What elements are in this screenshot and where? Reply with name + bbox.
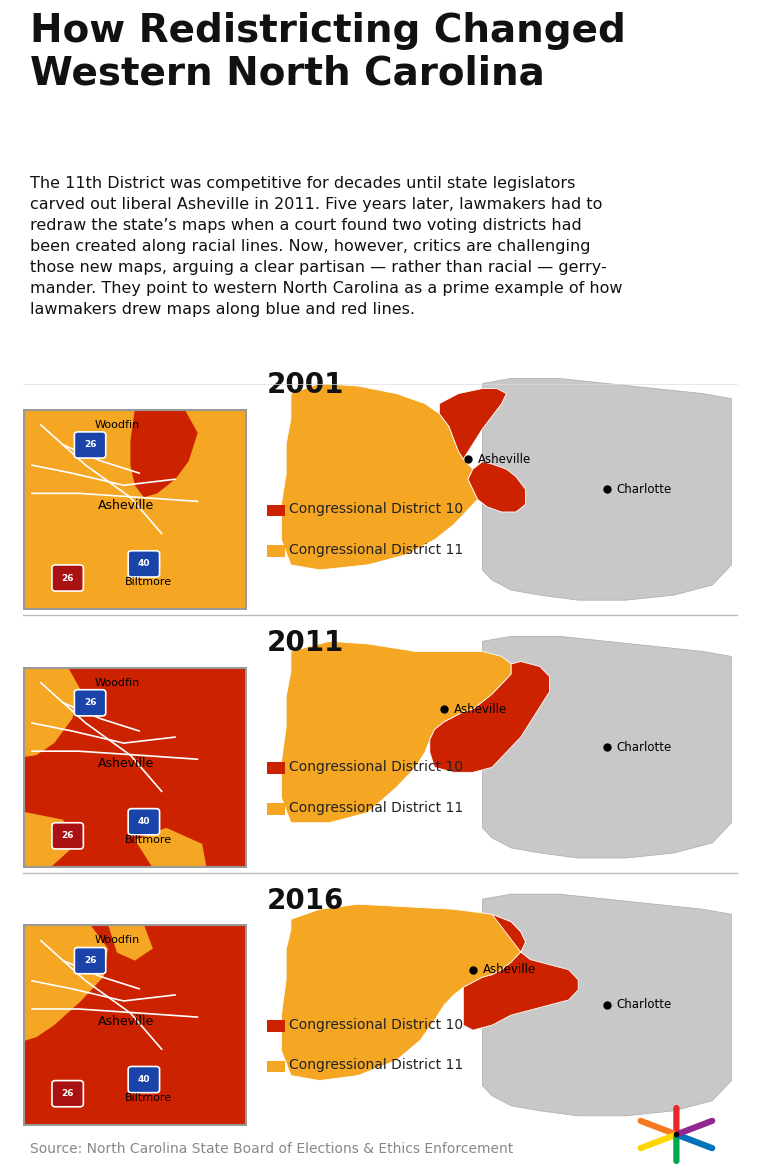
Text: Asheville: Asheville <box>98 757 154 770</box>
Text: Biltmore: Biltmore <box>125 1092 172 1103</box>
Text: Asheville: Asheville <box>454 703 507 716</box>
Polygon shape <box>23 812 72 868</box>
Polygon shape <box>430 661 549 772</box>
Polygon shape <box>483 894 731 1116</box>
Text: 40: 40 <box>138 1075 150 1084</box>
Text: 26: 26 <box>62 573 74 582</box>
Text: Biltmore: Biltmore <box>125 834 172 845</box>
Polygon shape <box>135 827 207 868</box>
Polygon shape <box>281 383 477 570</box>
FancyBboxPatch shape <box>128 809 160 834</box>
FancyBboxPatch shape <box>74 431 106 458</box>
FancyBboxPatch shape <box>52 823 84 849</box>
Polygon shape <box>23 925 108 1041</box>
Bar <box>267 1061 286 1072</box>
Polygon shape <box>468 462 525 512</box>
Polygon shape <box>439 389 506 459</box>
Text: Charlotte: Charlotte <box>616 999 672 1011</box>
FancyBboxPatch shape <box>52 1081 84 1106</box>
Text: 2011: 2011 <box>267 628 344 656</box>
Text: 26: 26 <box>84 956 97 965</box>
Text: Charlotte: Charlotte <box>616 741 672 754</box>
Polygon shape <box>281 905 525 1081</box>
Polygon shape <box>281 641 511 823</box>
Text: Woodfin: Woodfin <box>94 420 140 430</box>
Text: Source: North Carolina State Board of Elections & Ethics Enforcement: Source: North Carolina State Board of El… <box>30 1142 514 1156</box>
FancyBboxPatch shape <box>74 689 106 716</box>
Polygon shape <box>131 409 198 497</box>
FancyBboxPatch shape <box>74 947 106 974</box>
Text: How Redistricting Changed
Western North Carolina: How Redistricting Changed Western North … <box>30 12 626 93</box>
Text: Congressional District 10: Congressional District 10 <box>290 1018 464 1033</box>
Text: Asheville: Asheville <box>98 499 154 512</box>
Text: The 11th District was competitive for decades until state legislators
carved out: The 11th District was competitive for de… <box>30 176 623 316</box>
Bar <box>267 1021 286 1033</box>
Polygon shape <box>108 925 153 961</box>
Text: Congressional District 10: Congressional District 10 <box>290 503 464 517</box>
Text: 2016: 2016 <box>267 886 344 914</box>
Text: Asheville: Asheville <box>98 1015 154 1028</box>
Polygon shape <box>483 636 731 858</box>
Text: Asheville: Asheville <box>477 452 531 465</box>
FancyBboxPatch shape <box>128 1067 160 1092</box>
Bar <box>267 803 286 815</box>
Text: Asheville: Asheville <box>483 963 536 976</box>
Text: Congressional District 10: Congressional District 10 <box>290 761 464 775</box>
Text: Congressional District 11: Congressional District 11 <box>290 543 464 557</box>
Text: Woodfin: Woodfin <box>94 677 140 688</box>
Bar <box>267 545 286 557</box>
Text: 40: 40 <box>138 559 150 568</box>
Text: 26: 26 <box>62 1089 74 1098</box>
Text: 2001: 2001 <box>267 370 344 398</box>
Polygon shape <box>464 914 578 1030</box>
Bar <box>267 505 286 517</box>
FancyBboxPatch shape <box>128 551 160 577</box>
Text: 26: 26 <box>84 441 97 449</box>
Text: Biltmore: Biltmore <box>125 577 172 587</box>
Polygon shape <box>483 379 731 600</box>
FancyBboxPatch shape <box>52 565 84 591</box>
Text: 26: 26 <box>62 831 74 840</box>
Bar <box>267 763 286 775</box>
Text: Charlotte: Charlotte <box>616 483 672 496</box>
Text: 40: 40 <box>138 817 150 826</box>
Text: Woodfin: Woodfin <box>94 935 140 946</box>
Text: Congressional District 11: Congressional District 11 <box>290 800 464 815</box>
Polygon shape <box>23 667 81 757</box>
Text: 26: 26 <box>84 699 97 707</box>
Text: Congressional District 11: Congressional District 11 <box>290 1058 464 1072</box>
